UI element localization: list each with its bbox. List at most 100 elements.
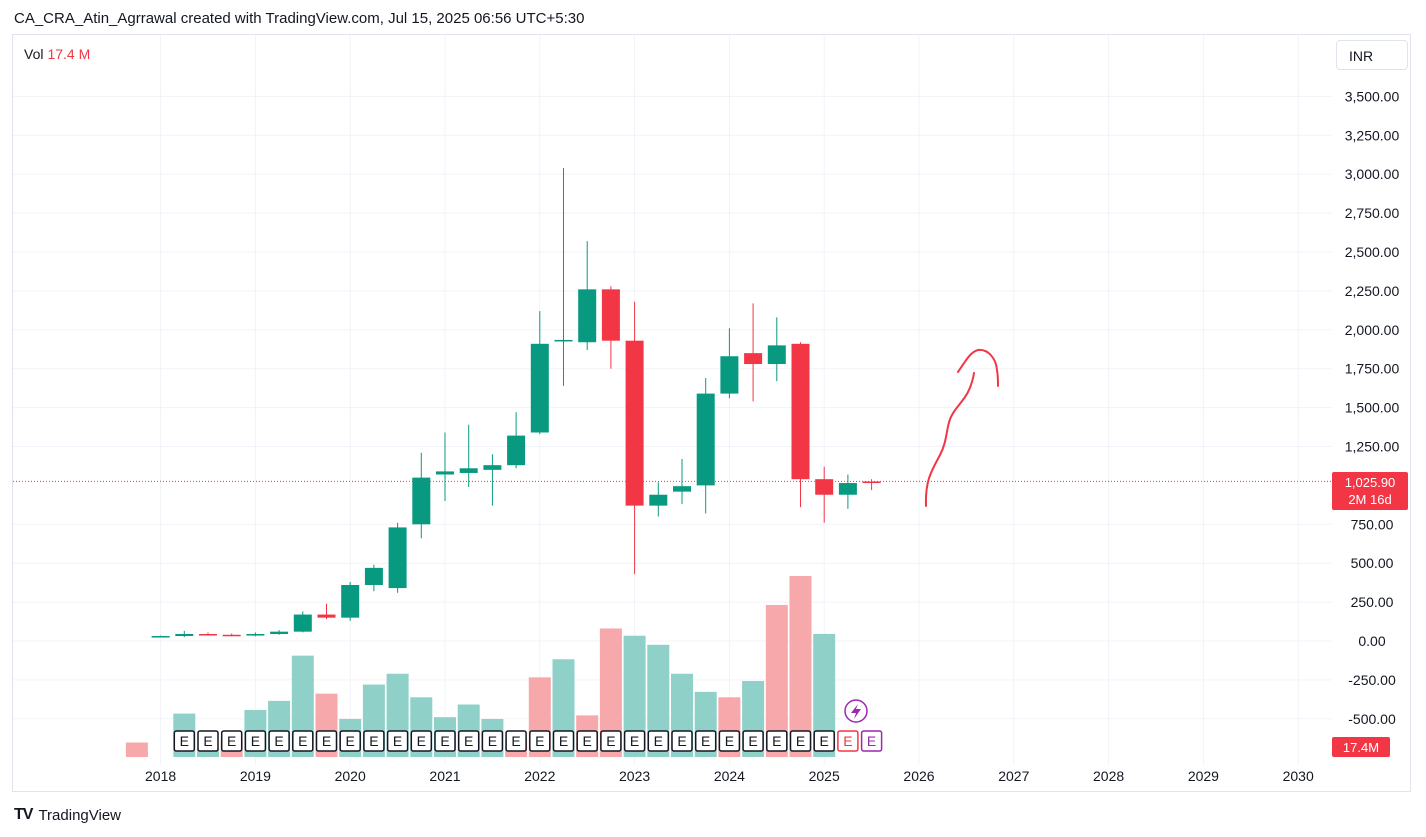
chart-header-title: CA_CRA_Atin_Agrrawal created with Tradin… <box>14 10 585 27</box>
chart-frame <box>12 34 1411 792</box>
svg-text:E: E <box>701 733 710 749</box>
volume-bar <box>623 635 646 757</box>
price-tick-label: 2,250.00 <box>1345 283 1400 299</box>
candle <box>222 633 241 637</box>
svg-text:E: E <box>630 733 639 749</box>
volume-bar <box>789 576 812 757</box>
earnings-marker: E <box>766 730 788 752</box>
time-tick-label: 2025 <box>809 768 840 784</box>
svg-text:E: E <box>583 733 592 749</box>
time-tick-label: 2029 <box>1188 768 1219 784</box>
price-tick-label: 2,000.00 <box>1345 322 1400 338</box>
earnings-marker: E <box>410 730 433 752</box>
earnings-marker: E <box>244 730 267 752</box>
earnings-marker: E <box>671 730 693 752</box>
candle <box>270 630 289 635</box>
footer-branding[interactable]: TV TradingView <box>14 806 121 824</box>
volume-badge-value: 17.4M <box>1343 740 1379 755</box>
earnings-marker: E <box>718 730 741 752</box>
price-tick-label: 3,250.00 <box>1345 127 1400 143</box>
volume-bar <box>125 742 148 757</box>
price-tick-label: 2,750.00 <box>1345 205 1400 221</box>
volume-bar <box>197 747 219 757</box>
earnings-marker: E <box>315 730 338 752</box>
svg-text:E: E <box>511 733 520 749</box>
candle <box>293 611 312 633</box>
svg-text:E: E <box>535 733 544 749</box>
candle <box>151 635 170 638</box>
last-price-value: 1,025.90 <box>1345 475 1396 490</box>
candle <box>199 632 217 636</box>
time-axis: 2018 2019 2020 2021 2022 2023 2024 2025 2026 2027… <box>145 768 1314 784</box>
earnings-marker: E <box>742 730 764 752</box>
volume-bar <box>813 633 836 757</box>
candle <box>246 632 265 637</box>
volume-legend: Vol 17.4 M <box>24 46 90 62</box>
svg-text:E: E <box>820 733 829 749</box>
svg-text:E: E <box>417 733 426 749</box>
candle <box>412 452 431 539</box>
candle <box>507 412 526 469</box>
svg-text:E: E <box>772 733 781 749</box>
bar-countdown: 2M 16d <box>1348 492 1391 507</box>
candle <box>175 630 194 638</box>
svg-text:E: E <box>298 733 307 749</box>
candle <box>791 342 810 508</box>
price-tick-label: 3,000.00 <box>1345 166 1400 182</box>
currency-button[interactable]: INR <box>1336 40 1408 70</box>
earnings-marker: E <box>220 730 243 752</box>
svg-text:E: E <box>274 733 283 749</box>
candle <box>341 581 360 621</box>
svg-text:E: E <box>440 733 449 749</box>
candle <box>815 466 834 523</box>
svg-text:E: E <box>464 733 473 749</box>
earnings-marker-active: E <box>837 730 859 752</box>
earnings-marker: E <box>694 730 717 752</box>
svg-text:E: E <box>606 733 615 749</box>
earnings-marker: E <box>173 730 196 752</box>
earnings-marker: E <box>434 730 456 752</box>
price-tick-label: -250.00 <box>1348 672 1396 688</box>
svg-text:E: E <box>867 733 876 749</box>
earnings-marker-upcoming: E <box>860 730 883 752</box>
svg-text:E: E <box>369 733 378 749</box>
time-tick-label: 2019 <box>240 768 271 784</box>
candle <box>364 564 383 592</box>
tradingview-brand: TradingView <box>38 806 121 824</box>
candle <box>744 303 763 402</box>
earnings-marker: E <box>457 730 480 752</box>
earnings-marker: E <box>529 730 551 752</box>
time-tick-label: 2023 <box>619 768 650 784</box>
earnings-marker: E <box>552 730 575 752</box>
time-tick-label: 2024 <box>714 768 745 784</box>
lightning-event-icon <box>844 699 868 723</box>
earnings-marker: E <box>268 730 290 752</box>
candle <box>388 522 407 593</box>
svg-text:E: E <box>796 733 805 749</box>
price-axis: 3,500.00 3,250.00 3,000.00 2,750.00 2,500.00… <box>1345 88 1400 726</box>
svg-text:E: E <box>677 733 686 749</box>
price-tick-label: 1,250.00 <box>1345 439 1400 455</box>
time-tick-label: 2022 <box>524 768 555 784</box>
time-tick-label: 2026 <box>903 768 934 784</box>
earnings-marker: E <box>505 730 527 752</box>
chart-grid <box>13 35 1332 765</box>
candle <box>696 378 715 514</box>
svg-text:E: E <box>322 733 331 749</box>
earnings-marker: E <box>576 730 598 752</box>
svg-text:E: E <box>488 733 497 749</box>
earnings-marker: E <box>600 730 622 752</box>
volume-legend-value: 17.4 M <box>47 46 91 62</box>
time-tick-label: 2027 <box>998 768 1029 784</box>
candle <box>530 311 549 435</box>
svg-text:E: E <box>654 733 663 749</box>
tradingview-logo-icon: TV <box>14 806 33 823</box>
candle <box>459 424 478 487</box>
earnings-marker: E <box>813 730 835 752</box>
svg-text:E: E <box>559 733 568 749</box>
price-tick-label: 0.00 <box>1358 633 1385 649</box>
svg-text:E: E <box>346 733 355 749</box>
earnings-marker: E <box>481 730 504 752</box>
